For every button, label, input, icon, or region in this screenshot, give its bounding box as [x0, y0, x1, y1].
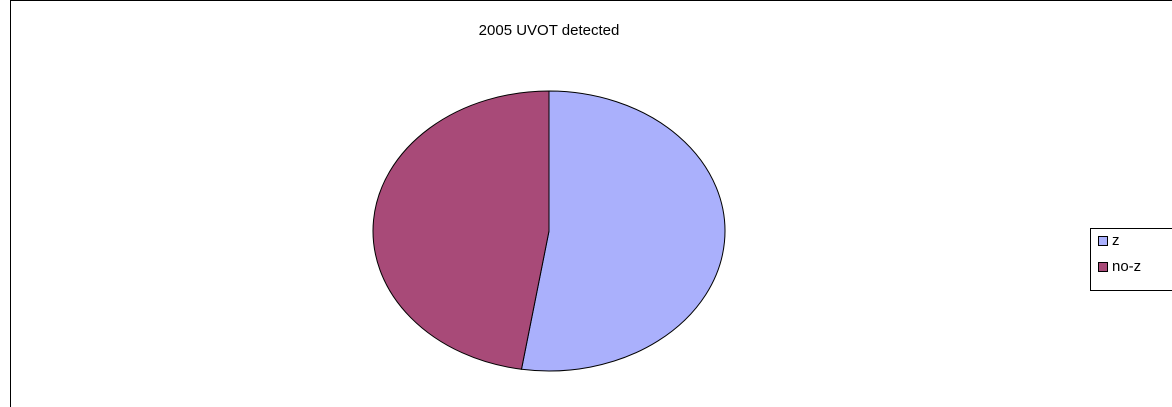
legend-label: no-z — [1112, 258, 1141, 275]
pie-slice — [520, 90, 726, 372]
legend-swatch — [1098, 262, 1108, 272]
legend-label: z — [1112, 232, 1120, 249]
pie-slice — [372, 90, 550, 370]
chart-title: 2005 UVOT detected — [479, 22, 620, 39]
legend-swatch — [1098, 236, 1108, 246]
